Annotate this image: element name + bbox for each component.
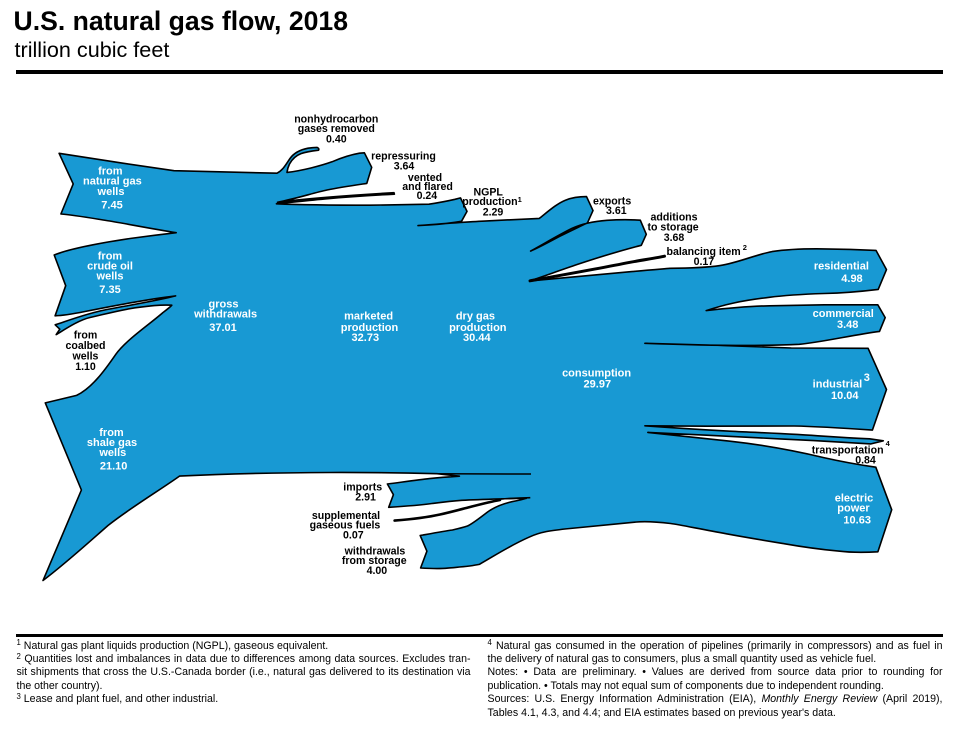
svg-text:repressuring: repressuring xyxy=(371,150,436,162)
svg-text:from storage: from storage xyxy=(342,555,407,567)
svg-text:balancing item 2: balancing item 2 xyxy=(666,243,746,258)
svg-text:dry gas: dry gas xyxy=(456,311,495,323)
svg-text:wells: wells xyxy=(97,186,125,198)
svg-text:37.01: 37.01 xyxy=(209,322,237,334)
svg-text:7.45: 7.45 xyxy=(101,200,122,212)
svg-text:exports: exports xyxy=(593,195,631,207)
svg-text:from: from xyxy=(99,427,124,439)
svg-text:residential: residential xyxy=(814,260,869,272)
svg-text:29.97: 29.97 xyxy=(584,379,612,391)
svg-text:and flared: and flared xyxy=(402,181,453,193)
svg-text:0.17: 0.17 xyxy=(694,256,715,268)
svg-text:withdrawals: withdrawals xyxy=(193,309,257,321)
svg-text:from: from xyxy=(98,251,123,263)
svg-text:0.24: 0.24 xyxy=(417,190,438,202)
svg-text:crude oil: crude oil xyxy=(87,261,133,273)
svg-text:coalbed: coalbed xyxy=(65,340,105,352)
svg-text:electric: electric xyxy=(835,493,874,505)
svg-text:gross: gross xyxy=(209,299,239,311)
svg-text:production: production xyxy=(341,322,399,334)
svg-text:gases removed: gases removed xyxy=(298,123,375,135)
svg-text:shale gas: shale gas xyxy=(87,437,137,449)
svg-text:wells: wells xyxy=(96,271,124,283)
svg-text:3.61: 3.61 xyxy=(606,205,627,217)
svg-text:vented: vented xyxy=(408,172,442,184)
svg-text:0.40: 0.40 xyxy=(326,134,347,146)
svg-text:21.10: 21.10 xyxy=(100,460,128,472)
svg-text:consumption: consumption xyxy=(562,368,631,380)
svg-text:production1: production1 xyxy=(462,195,521,208)
svg-text:4.98: 4.98 xyxy=(841,273,862,285)
svg-text:3: 3 xyxy=(864,372,870,384)
svg-text:from: from xyxy=(98,166,123,178)
svg-text:2.91: 2.91 xyxy=(355,491,376,503)
svg-text:32.73: 32.73 xyxy=(352,332,380,344)
svg-text:from: from xyxy=(74,330,98,342)
svg-text:10.63: 10.63 xyxy=(843,515,871,527)
svg-text:0.07: 0.07 xyxy=(343,530,364,542)
svg-text:production: production xyxy=(449,322,507,334)
svg-text:1.10: 1.10 xyxy=(75,361,96,373)
svg-text:supplemental: supplemental xyxy=(312,510,380,522)
svg-text:additions: additions xyxy=(650,212,697,224)
svg-text:power: power xyxy=(837,502,870,514)
svg-text:gaseous fuels: gaseous fuels xyxy=(310,520,381,532)
svg-text:wells: wells xyxy=(72,351,99,363)
svg-text:3.64: 3.64 xyxy=(394,161,415,173)
svg-text:industrial: industrial xyxy=(813,379,863,391)
svg-text:marketed: marketed xyxy=(344,311,393,323)
svg-text:30.44: 30.44 xyxy=(463,332,491,344)
svg-text:withdrawals: withdrawals xyxy=(344,545,406,557)
svg-text:to storage: to storage xyxy=(647,222,698,234)
svg-text:natural gas: natural gas xyxy=(83,176,142,188)
svg-text:commercial: commercial xyxy=(813,308,874,320)
svg-text:nonhydrocarbon: nonhydrocarbon xyxy=(294,114,378,126)
svg-text:3.48: 3.48 xyxy=(837,319,858,331)
svg-text:10.04: 10.04 xyxy=(831,390,859,402)
svg-text:0.84: 0.84 xyxy=(855,454,876,466)
svg-text:imports: imports xyxy=(343,482,382,494)
svg-text:7.35: 7.35 xyxy=(99,284,120,296)
svg-text:wells: wells xyxy=(98,447,126,459)
svg-text:3.68: 3.68 xyxy=(664,232,685,244)
svg-text:4.00: 4.00 xyxy=(367,565,388,577)
svg-text:NGPL: NGPL xyxy=(473,186,503,198)
svg-text:2.29: 2.29 xyxy=(483,207,504,219)
